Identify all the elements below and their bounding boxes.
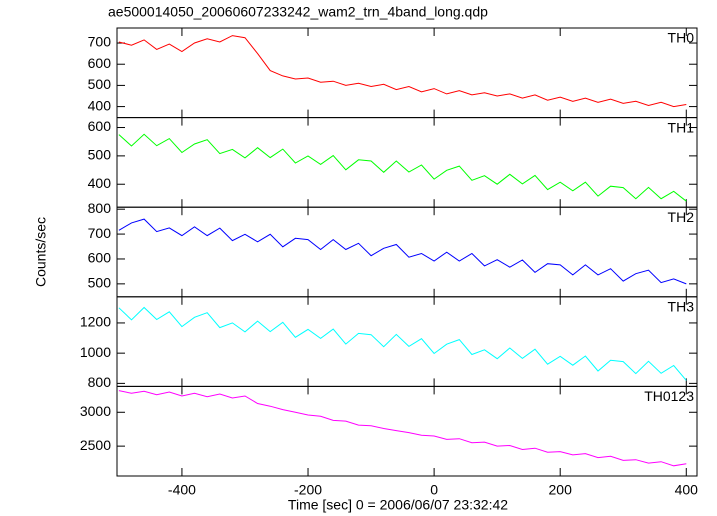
y-tick-label: 1200 [80,314,111,330]
x-tick-label: 0 [430,482,438,498]
panel-frame [116,117,698,208]
y-tick-label: 800 [88,374,112,390]
data-line [118,390,687,467]
x-tick-label: -200 [294,482,322,498]
chart-title: ae500014050_20060607233242_wam2_trn_4ban… [108,4,488,20]
panel-frame [116,296,698,387]
y-tick-label: 700 [88,34,112,50]
series-label: TH1 [668,119,695,135]
y-tick-label: 1000 [80,344,111,360]
x-tick-label: 400 [675,482,699,498]
y-tick-label: 600 [88,55,112,71]
series-label: TH0123 [644,388,694,404]
series-label: TH2 [668,209,695,225]
y-tick-label: 400 [88,175,112,191]
y-tick-label: 600 [88,118,112,134]
y-tick-label: 500 [88,76,112,92]
y-axis-label: Counts/sec [33,217,49,287]
data-line [118,35,687,108]
y-tick-label: 500 [88,275,112,291]
panel-frame [116,206,698,298]
series-label: TH0 [668,30,695,46]
series-label: TH3 [668,299,695,315]
y-tick-label: 3000 [80,403,111,419]
y-tick-label: 500 [88,147,112,163]
y-tick-label: 600 [88,250,112,266]
x-tick-label: 200 [549,482,573,498]
data-line [118,133,687,202]
panel-frame [116,385,698,477]
y-tick-label: 700 [88,225,112,241]
data-line [118,218,687,285]
data-line [118,306,687,381]
y-tick-label: 2500 [80,437,111,453]
x-tick-label: -400 [168,482,196,498]
y-tick-label: 400 [88,97,112,113]
x-axis-label: Time [sec] 0 = 2006/06/07 23:32:42 [288,497,508,513]
y-tick-label: 800 [88,200,112,216]
panel-frame [116,27,698,119]
